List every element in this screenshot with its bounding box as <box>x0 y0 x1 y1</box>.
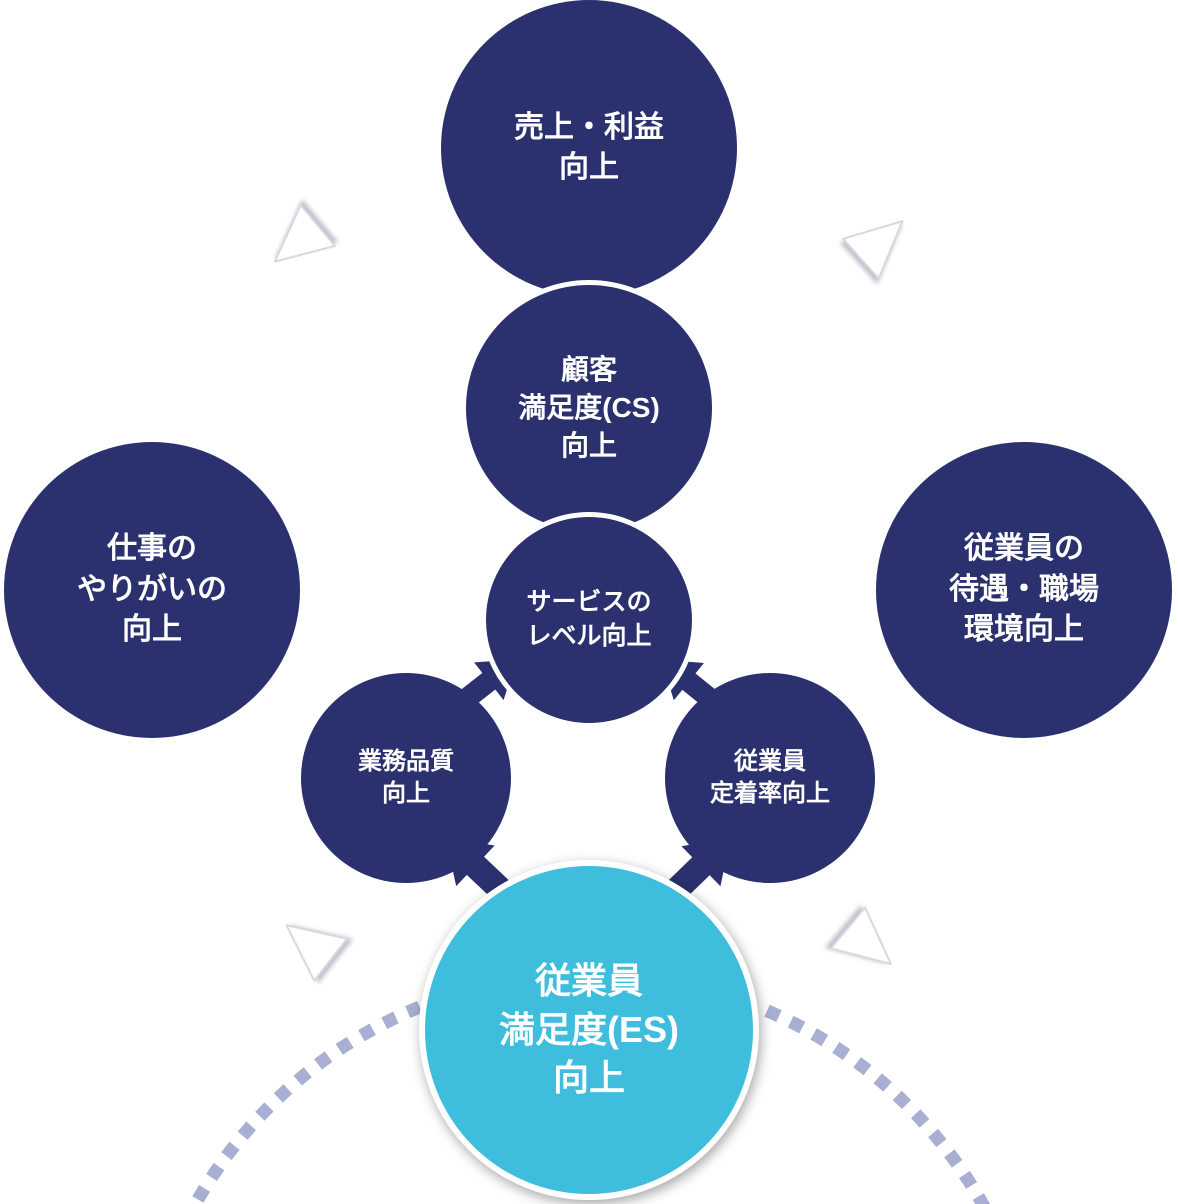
node-retention-improve: 従業員 定着率向上 <box>665 673 875 883</box>
node-employee-environment-label: 従業員の 待遇・職場 環境向上 <box>949 529 1099 651</box>
node-sales-profit-label: 売上・利益 向上 <box>514 108 664 189</box>
node-sales-profit: 売上・利益 向上 <box>441 0 737 296</box>
node-quality-improve-label: 業務品質 向上 <box>358 746 454 811</box>
tri-bottom-left <box>270 904 347 980</box>
node-retention-improve-label: 従業員 定着率向上 <box>710 746 830 811</box>
node-customer-satisfaction-label: 顧客 満足度(CS) 向上 <box>518 351 660 464</box>
node-customer-satisfaction: 顧客 満足度(CS) 向上 <box>461 280 717 536</box>
node-job-satisfaction: 仕事の やりがいの 向上 <box>4 442 300 738</box>
tri-top-left <box>258 205 335 282</box>
node-job-satisfaction-label: 仕事の やりがいの 向上 <box>77 529 227 651</box>
node-employee-environment: 従業員の 待遇・職場 環境向上 <box>876 442 1172 738</box>
node-quality-improve: 業務品質 向上 <box>301 673 511 883</box>
node-service-level: サービスの レベル向上 <box>481 512 697 728</box>
node-employee-satisfaction: 従業員 満足度(ES) 向上 <box>419 860 759 1200</box>
diagram-stage: 売上・利益 向上仕事の やりがいの 向上 従業員の 待遇・職場 環境向上 顧客 満足… <box>0 0 1178 1204</box>
tri-top-right <box>843 201 920 278</box>
node-service-level-label: サービスの レベル向上 <box>526 586 651 654</box>
node-employee-satisfaction-label: 従業員 満足度(ES) 向上 <box>499 957 679 1103</box>
tri-bottom-right <box>831 908 908 985</box>
